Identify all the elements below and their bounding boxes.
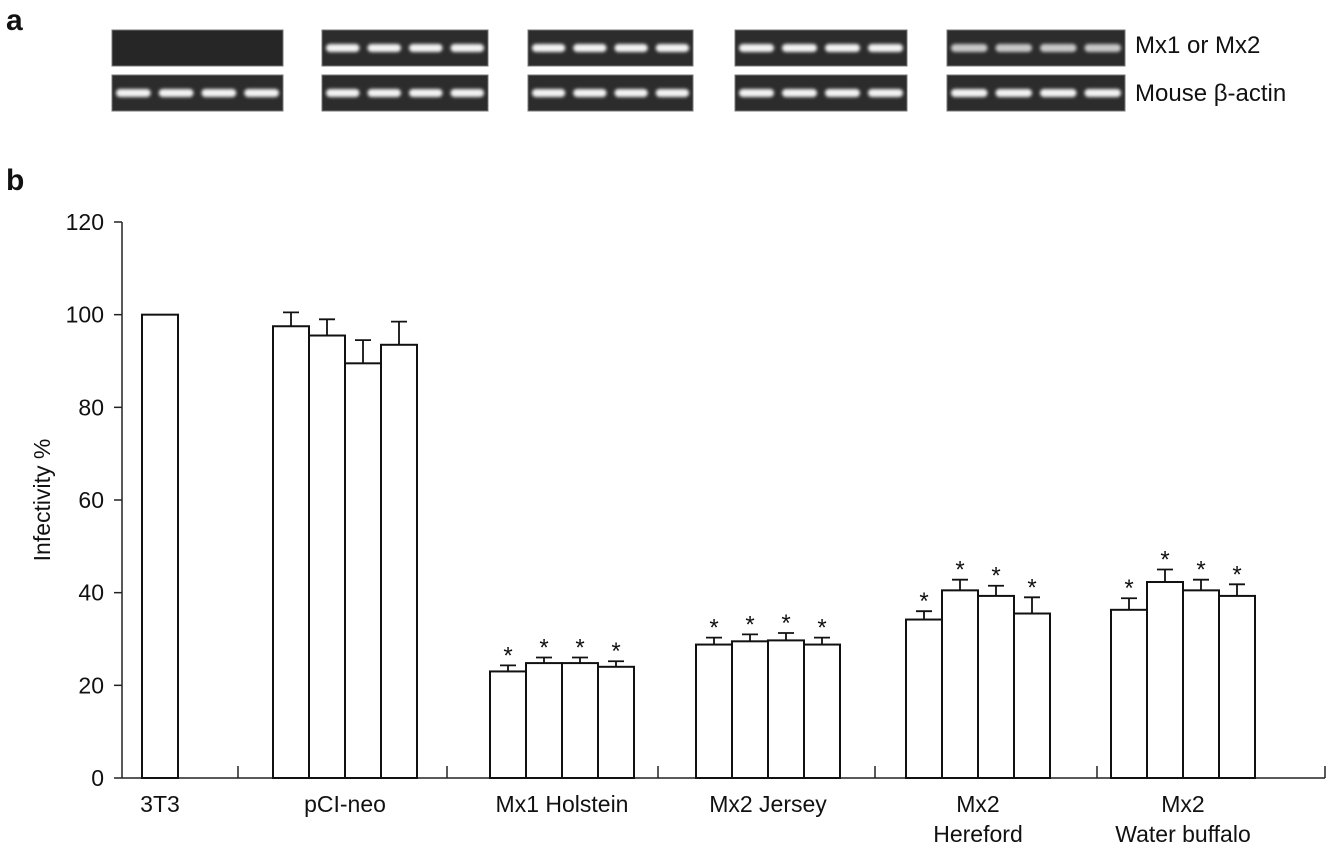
gel-band <box>996 89 1033 97</box>
gel-band <box>116 89 151 97</box>
y-axis-label: Infectivity % <box>29 439 55 562</box>
error-bar <box>391 322 407 345</box>
gel-band <box>368 44 402 52</box>
bar <box>768 640 804 778</box>
gel-band <box>825 89 860 97</box>
bar <box>804 645 840 778</box>
x-tick-label: Mx2 Jersey <box>709 791 827 817</box>
bar <box>1219 596 1255 778</box>
significance-marker: * <box>1124 575 1133 602</box>
bar <box>1111 610 1147 778</box>
panel-letter: b <box>6 164 24 197</box>
gel-band <box>451 89 485 97</box>
significance-marker: * <box>611 638 620 665</box>
gel-band <box>409 44 443 52</box>
gel-band <box>532 89 565 97</box>
gel-band <box>573 44 606 52</box>
significance-marker: * <box>575 635 584 662</box>
error-bar <box>355 340 371 363</box>
significance-marker: * <box>709 615 718 642</box>
significance-marker: * <box>503 642 512 669</box>
gel-band <box>1040 89 1077 97</box>
row-label: Mx1 or Mx2 <box>1135 32 1260 59</box>
gel-band <box>996 44 1033 52</box>
y-tick-label: 60 <box>78 487 104 513</box>
error-bar <box>283 312 299 326</box>
error-bar <box>319 319 335 335</box>
gel-band <box>615 89 648 97</box>
gel-band <box>326 89 360 97</box>
gel-band <box>532 44 565 52</box>
y-tick-label: 20 <box>78 672 104 698</box>
gel-band <box>409 89 443 97</box>
y-tick-label: 100 <box>66 302 104 328</box>
significance-marker: * <box>1232 561 1241 588</box>
panel-letter: a <box>6 4 23 37</box>
gel-blot <box>112 30 283 66</box>
bar <box>273 326 309 778</box>
x-tick-label: Hereford <box>933 821 1022 847</box>
bar <box>490 671 526 778</box>
gel-band <box>451 44 485 52</box>
bar <box>562 663 598 778</box>
bar <box>696 645 732 778</box>
y-tick-label: 120 <box>66 209 104 235</box>
x-tick-label: Water buffalo <box>1115 821 1251 847</box>
bar <box>345 363 381 778</box>
gel-band <box>739 44 774 52</box>
bar <box>978 596 1014 778</box>
bar <box>732 641 768 778</box>
bar <box>1014 614 1050 778</box>
bar <box>598 667 634 778</box>
significance-marker: * <box>539 635 548 662</box>
bar <box>526 663 562 778</box>
bar <box>906 620 942 778</box>
significance-marker: * <box>1160 547 1169 574</box>
significance-marker: * <box>919 588 928 615</box>
gel-band <box>1040 44 1077 52</box>
gel-band <box>868 44 903 52</box>
y-tick-label: 40 <box>78 580 104 606</box>
gel-band <box>615 44 648 52</box>
x-tick-label: 3T3 <box>140 791 180 817</box>
gel-band <box>244 89 279 97</box>
bar <box>1183 590 1219 778</box>
y-tick-label: 0 <box>91 765 104 791</box>
gel-band <box>951 89 988 97</box>
gel-band <box>573 89 606 97</box>
gel-band <box>656 44 689 52</box>
bar <box>942 590 978 778</box>
gel-band <box>159 89 194 97</box>
y-tick-label: 80 <box>78 394 104 420</box>
gel-band <box>825 44 860 52</box>
figure: a Mx1 or Mx2 Mouse β-actin b Infectivity… <box>0 0 1341 855</box>
x-tick-label: Mx2 <box>1161 791 1204 817</box>
gel-band <box>656 89 689 97</box>
significance-marker: * <box>781 610 790 637</box>
x-tick-label: Mx2 <box>956 791 999 817</box>
significance-marker: * <box>1027 574 1036 601</box>
bar <box>1147 582 1183 778</box>
bar <box>309 336 345 778</box>
gel-band <box>368 89 402 97</box>
x-tick-label: Mx1 Holstein <box>496 791 629 817</box>
gel-band <box>1085 89 1122 97</box>
gel-band <box>326 44 360 52</box>
x-tick-label: pCI-neo <box>304 791 386 817</box>
gel-band <box>782 89 817 97</box>
bar <box>142 315 178 778</box>
gel-band <box>868 89 903 97</box>
gel-band <box>1085 44 1122 52</box>
gel-band <box>951 44 988 52</box>
gel-band <box>202 89 237 97</box>
gel-band <box>782 44 817 52</box>
bar <box>381 345 417 778</box>
row-label: Mouse β-actin <box>1135 80 1286 107</box>
significance-marker: * <box>1196 557 1205 584</box>
gel-band <box>739 89 774 97</box>
significance-marker: * <box>991 563 1000 590</box>
significance-marker: * <box>745 611 754 638</box>
significance-marker: * <box>955 557 964 584</box>
significance-marker: * <box>817 615 826 642</box>
